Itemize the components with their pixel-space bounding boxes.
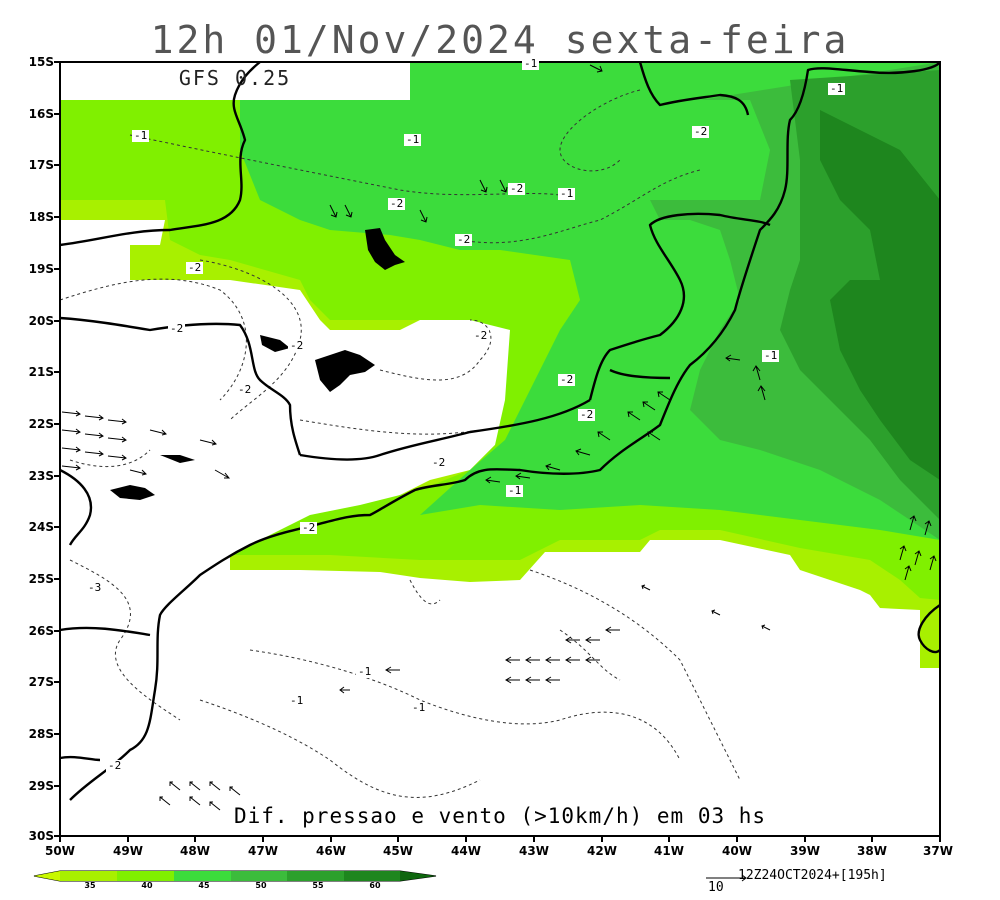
contour-label: -2 bbox=[236, 383, 254, 396]
lat-label: 15S bbox=[28, 55, 54, 69]
lat-label: 24S bbox=[28, 520, 54, 534]
lat-label: 22S bbox=[28, 417, 54, 431]
contour-label: -1 bbox=[522, 57, 540, 70]
vector-cluster-ocean bbox=[339, 584, 771, 694]
contour-label: -2 bbox=[578, 408, 596, 421]
contour-label: -2 bbox=[168, 322, 186, 335]
lon-label: 40W bbox=[722, 844, 752, 858]
lon-label: 50W bbox=[45, 844, 75, 858]
map-frame bbox=[54, 61, 941, 842]
colorbar-tick: 55 bbox=[312, 881, 324, 890]
colorbar-swatch bbox=[60, 871, 117, 881]
contour-label: -1 bbox=[558, 187, 576, 200]
lat-label: 23S bbox=[28, 469, 54, 483]
contour-label: -1 bbox=[828, 82, 846, 95]
lon-label: 37W bbox=[923, 844, 953, 858]
contour-label: -2 bbox=[692, 125, 710, 138]
lon-label: 43W bbox=[519, 844, 549, 858]
contour-label: -2 bbox=[106, 759, 124, 772]
contour-label: -1 bbox=[132, 129, 150, 142]
contour-label: -3 bbox=[86, 581, 104, 594]
lat-label: 27S bbox=[28, 675, 54, 689]
lat-label: 28S bbox=[28, 727, 54, 741]
lat-label: 17S bbox=[28, 158, 54, 172]
contour-label: -1 bbox=[356, 665, 374, 678]
lon-label: 42W bbox=[587, 844, 617, 858]
lat-label: 30S bbox=[28, 829, 54, 843]
vector-cluster-south bbox=[159, 781, 241, 811]
contour-label: -2 bbox=[508, 182, 526, 195]
colorbar-tick: 60 bbox=[369, 881, 381, 890]
contour-label: -1 bbox=[506, 484, 524, 497]
colorbar-swatch bbox=[117, 871, 174, 881]
lon-label: 38W bbox=[857, 844, 887, 858]
lakes bbox=[110, 228, 405, 500]
colorbar-swatch bbox=[287, 871, 344, 881]
colorbar-tick: 40 bbox=[141, 881, 153, 890]
reference-vector bbox=[706, 874, 747, 882]
colorbar-swatch bbox=[231, 871, 287, 881]
vector-cluster-coast bbox=[485, 354, 766, 484]
shade-60 bbox=[820, 110, 940, 480]
vector-cluster-north bbox=[329, 64, 603, 223]
lat-label: 25S bbox=[28, 572, 54, 586]
colorbar-tick: 45 bbox=[198, 881, 210, 890]
colorbar-tick: 35 bbox=[84, 881, 96, 890]
contour-label: -2 bbox=[558, 373, 576, 386]
contour-label: -1 bbox=[762, 349, 780, 362]
lon-label: 49W bbox=[113, 844, 143, 858]
wind-speed-shading bbox=[60, 62, 940, 668]
contour-label: -2 bbox=[186, 261, 204, 274]
lon-label: 46W bbox=[316, 844, 346, 858]
lon-label: 48W bbox=[180, 844, 210, 858]
contour-label: -2 bbox=[455, 233, 473, 246]
colorbar-swatch bbox=[344, 871, 400, 881]
coastline-borders bbox=[59, 61, 942, 801]
contour-label: -2 bbox=[288, 339, 306, 352]
contour-label: -2 bbox=[388, 197, 406, 210]
map-caption: Dif. pressao e vento (>10km/h) em 03 hs bbox=[233, 804, 767, 828]
lat-label: 19S bbox=[28, 262, 54, 276]
lat-label: 20S bbox=[28, 314, 54, 328]
contour-label: -2 bbox=[430, 456, 448, 469]
wind-vectors bbox=[61, 64, 937, 811]
lon-label: 41W bbox=[654, 844, 684, 858]
vector-cluster-east bbox=[899, 515, 937, 581]
contour-label: -2 bbox=[472, 329, 490, 342]
lon-label: 44W bbox=[451, 844, 481, 858]
map-title: 12h 01/Nov/2024 sexta-feira bbox=[150, 18, 850, 62]
colorbar-tick: 50 bbox=[255, 881, 267, 890]
colorbar bbox=[33, 870, 437, 882]
model-label: GFS 0.25 bbox=[178, 66, 292, 90]
contour-label: -1 bbox=[288, 694, 306, 707]
lon-label: 45W bbox=[383, 844, 413, 858]
lon-label: 39W bbox=[790, 844, 820, 858]
reference-vector-value: 10 bbox=[708, 880, 724, 895]
colorbar-swatch bbox=[174, 871, 231, 881]
run-credit: 12Z24OCT2024+[195h] bbox=[738, 868, 887, 883]
contour-label: -1 bbox=[410, 701, 428, 714]
lon-label: 47W bbox=[248, 844, 278, 858]
contour-label: -2 bbox=[300, 521, 318, 534]
contour-label: -1 bbox=[404, 133, 422, 146]
lat-label: 21S bbox=[28, 365, 54, 379]
lat-label: 16S bbox=[28, 107, 54, 121]
lat-label: 26S bbox=[28, 624, 54, 638]
vector-cluster-west bbox=[61, 410, 231, 479]
lat-label: 29S bbox=[28, 779, 54, 793]
lat-label: 18S bbox=[28, 210, 54, 224]
